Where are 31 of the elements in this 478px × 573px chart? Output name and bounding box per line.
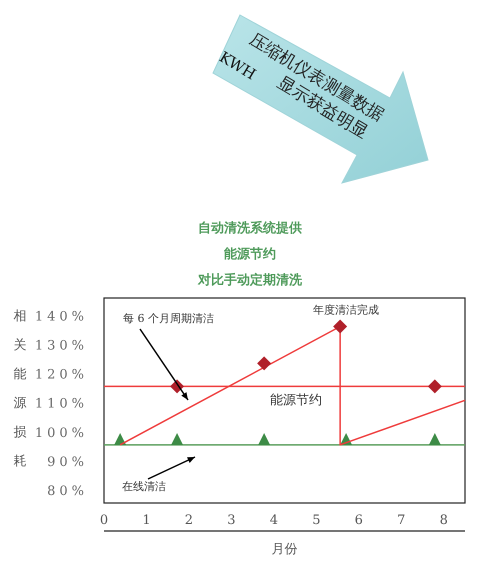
y-tick-label: 140% <box>34 309 88 324</box>
y-tick-label: 120% <box>34 368 88 383</box>
y-tick-label: 80% <box>47 484 88 499</box>
point <box>428 379 442 394</box>
annotation: 能源节约 <box>270 393 322 408</box>
text: 对比手动定期清洗 <box>197 272 303 288</box>
x-axis-title: 月份 <box>272 542 298 557</box>
y-tick-label: 100% <box>34 426 88 441</box>
point <box>258 433 270 446</box>
y-tick-label: 90% <box>47 454 88 470</box>
annotation: 年度清洁完成 <box>313 303 380 316</box>
point <box>171 433 184 446</box>
x-tick-label: 2 <box>184 513 194 528</box>
x-tick-label: 6 <box>354 513 363 528</box>
x-tick-label: 1 <box>142 513 151 528</box>
x-tick-label: 8 <box>440 513 448 528</box>
x-tick-label: 0 <box>100 513 108 528</box>
point <box>333 319 348 334</box>
point <box>257 356 272 370</box>
x-tick-label: 5 <box>312 513 320 528</box>
x-tick-label: 3 <box>227 513 236 528</box>
y-axis-title: 相关能源损耗 <box>14 309 26 469</box>
point <box>428 433 441 446</box>
y-tick-label: 130% <box>34 338 88 354</box>
chart-subtitle: 能源节约 <box>224 246 276 262</box>
x-tick-label: 4 <box>270 513 278 528</box>
x-tick-label: 7 <box>397 513 406 528</box>
y-tick-label: 110% <box>34 396 88 412</box>
annotation: 在线清洁 <box>122 480 166 493</box>
chart-title: 自动清洗系统提供 <box>198 220 302 236</box>
annotation: 每 6 个月周期清洁 <box>123 312 214 325</box>
